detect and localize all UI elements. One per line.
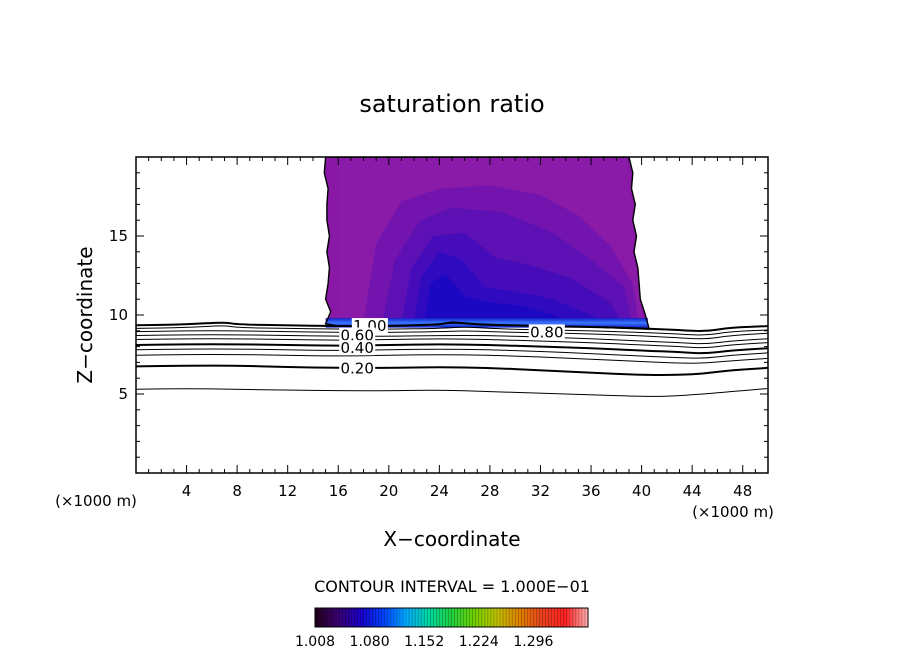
- y-tick-label: 15: [109, 227, 128, 245]
- contour-line-0-3: [136, 353, 768, 364]
- x-axis-label: X−coordinate: [383, 527, 520, 551]
- contour-label: 0.80: [530, 323, 563, 341]
- x-tick-label: 4: [182, 482, 192, 500]
- x-tick-label: 48: [733, 482, 752, 500]
- y-tick-label: 10: [109, 306, 128, 324]
- contour-interval-label: CONTOUR INTERVAL = 1.000E−01: [314, 577, 590, 596]
- contour-label-bg: [339, 340, 376, 356]
- colorbar-ticks: [314, 608, 589, 627]
- x-tick-label: 40: [632, 482, 651, 500]
- contour-line-1-0: [136, 321, 768, 333]
- contour-label-bg: [528, 324, 565, 340]
- colorbar-tick-label: 1.080: [350, 634, 390, 650]
- saturation-filled-region: [323, 157, 651, 330]
- x-tick-label: 16: [329, 482, 348, 500]
- x-unit-label-left: (×1000 m): [55, 492, 137, 510]
- colorbar-tick-label: 1.224: [459, 634, 499, 650]
- x-tick-label: 20: [379, 482, 398, 500]
- saturation-edge-highlight: [325, 318, 648, 328]
- contour-label: 0.60: [340, 327, 373, 345]
- y-axis-label: Z−coordinate: [73, 246, 97, 383]
- contour-line-0-8: [136, 330, 768, 340]
- x-tick-label: 28: [480, 482, 499, 500]
- contour-line-0-4: [136, 348, 768, 359]
- contour-label: 0.40: [340, 339, 373, 357]
- colorbar-tick-label: 1.296: [513, 634, 553, 650]
- contour-line-0-6: [136, 338, 768, 349]
- contour-label: 0.20: [340, 360, 373, 378]
- contour-line-0-2: [136, 364, 768, 377]
- x-tick-label: 32: [531, 482, 550, 500]
- saturation-band-6: [424, 273, 579, 325]
- colorbar-tick-label: 1.152: [404, 634, 444, 650]
- contour-lines: [136, 321, 768, 397]
- x-axis: 4 8 12 16 20 24 28 32 36 40 44 48: [148, 157, 756, 500]
- x-tick-label: 36: [581, 482, 600, 500]
- contour-labels: 1.00 0.800.600.400.20: [339, 317, 565, 378]
- contour-line-0-1: [136, 388, 768, 397]
- colorbar: 1.008 1.080 1.152 1.224 1.296: [295, 607, 589, 650]
- contour-line-0-5: [136, 343, 768, 355]
- contour-label-bg: [339, 327, 376, 343]
- x-tick-label: 24: [430, 482, 449, 500]
- x-tick-label: 12: [278, 482, 297, 500]
- x-tick-label: 8: [232, 482, 242, 500]
- x-unit-label-right: (×1000 m): [692, 503, 774, 521]
- colorbar-labels: 1.008 1.080 1.152 1.224 1.296: [295, 634, 554, 650]
- contour-label-bg: [339, 360, 376, 376]
- contour-line-0-9: [136, 325, 768, 336]
- chart-title: saturation ratio: [359, 90, 544, 118]
- colorbar-gradient: [314, 607, 589, 628]
- colorbar-tick-label: 1.008: [295, 634, 335, 650]
- y-axis: 5 10 15: [109, 172, 768, 458]
- x-tick-label: 44: [683, 482, 702, 500]
- contour-line-0-7: [136, 334, 768, 345]
- y-tick-label: 5: [118, 385, 128, 403]
